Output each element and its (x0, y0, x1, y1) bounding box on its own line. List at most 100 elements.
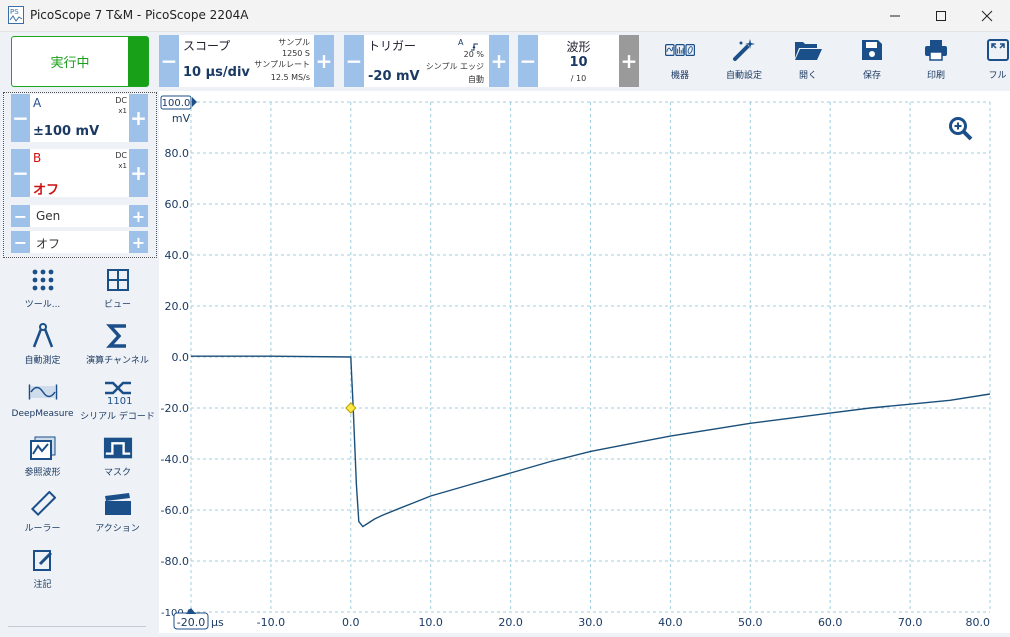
trigger-type: シンプル エッジ (426, 61, 484, 72)
reference-waveform-button[interactable]: 参照波形 (5, 434, 80, 488)
gen-state: オフ (36, 235, 60, 252)
window-title: PicoScope 7 T&M - PicoScope 2204A (30, 8, 248, 22)
auto-setup-label: 自動設定 (726, 68, 762, 81)
x-tick-label: 70.0 (898, 616, 923, 629)
gen-name: Gen (36, 209, 60, 223)
save-button[interactable]: 保存 (845, 36, 899, 86)
sigma-icon (103, 322, 133, 350)
gen-state-decrease-button[interactable]: − (11, 231, 30, 253)
gen-state-panel[interactable]: オフ (30, 231, 129, 253)
samples-label: サンプル (278, 37, 310, 48)
math-channel-button[interactable]: 演算チャンネル (80, 322, 155, 376)
serial-decode-button[interactable]: 1101 シリアル デコード (80, 378, 155, 432)
ruler-button[interactable]: ルーラー (5, 490, 80, 544)
x-tick-label: 60.0 (818, 616, 843, 629)
gen-increase-button[interactable]: + (129, 205, 148, 227)
channel-a-range: ±100 mV (33, 124, 99, 139)
x-tick-label: 10.0 (418, 616, 443, 629)
waveform-previous-button[interactable]: − (518, 35, 538, 87)
reference-waveform-label: 参照波形 (24, 465, 60, 478)
channel-b-range: オフ (33, 179, 59, 198)
y-axis-marker-icon (192, 97, 197, 107)
x-tick-label: 20.0 (498, 616, 522, 629)
gen-state-increase-button[interactable]: + (129, 231, 148, 253)
channel-a-probe: x1 (118, 106, 127, 117)
sample-rate-value: 12.5 MS/s (271, 72, 310, 83)
minimize-icon[interactable] (872, 0, 918, 32)
waveform-title: 波形 (538, 38, 619, 55)
waveform-devices-icon (665, 36, 695, 64)
view-label: ビュー (104, 297, 131, 310)
y-tick-label: -20.0 (161, 402, 189, 415)
trigger-marker-icon[interactable] (346, 403, 356, 413)
x-tick-label: -10.0 (257, 616, 285, 629)
x-axis-unit-label: μs (211, 616, 224, 629)
deepmeasure-button[interactable]: DeepMeasure (5, 378, 80, 432)
y-tick-label: 80.0 (165, 147, 190, 160)
x-tick-label: 0.0 (342, 616, 360, 629)
timebase-panel[interactable]: スコープ 10 μs/div サンプル 1250 S サンプルレート 12.5 … (179, 35, 314, 87)
zoom-in-icon[interactable] (948, 116, 974, 146)
action-button[interactable]: アクション (80, 490, 155, 544)
annotation-button[interactable]: 注記 (5, 546, 80, 600)
view-button[interactable]: ビュー (80, 266, 155, 320)
ruler-label: ルーラー (24, 521, 60, 534)
channel-b-decrease-button[interactable]: − (11, 149, 30, 197)
dots-grid-icon (28, 266, 58, 294)
channel-b-panel[interactable]: B DC x1 オフ (30, 149, 129, 197)
gen-name-panel[interactable]: Gen (30, 205, 129, 227)
trigger-level-value: -20 mV (368, 69, 420, 84)
oscilloscope-plot[interactable]: 100.080.060.040.020.00.0-20.0-40.0-60.0-… (159, 91, 1010, 633)
auto-measure-label: 自動測定 (24, 353, 60, 366)
printer-icon (921, 36, 951, 64)
open-label: 開く (799, 68, 817, 81)
save-label: 保存 (863, 68, 881, 81)
action-label: アクション (95, 521, 140, 534)
close-icon[interactable] (964, 0, 1010, 32)
fullscreen-button[interactable]: フル (973, 36, 1010, 86)
print-button[interactable]: 印刷 (909, 36, 963, 86)
channel-b-increase-button[interactable]: + (129, 149, 148, 197)
y-axis-unit-label: mV (172, 112, 191, 125)
folder-open-icon (793, 36, 823, 64)
svg-text:1101: 1101 (107, 396, 132, 405)
timebase-increase-button[interactable]: + (314, 35, 334, 87)
waveform-current: 10 (538, 55, 619, 70)
deepmeasure-label: DeepMeasure (12, 409, 74, 419)
waveform-next-button[interactable]: + (619, 35, 639, 87)
waveform-total: / 10 (538, 73, 619, 84)
x-tick-label: 40.0 (658, 616, 683, 629)
timebase-decrease-button[interactable]: − (159, 35, 179, 87)
timebase-value: 10 μs/div (183, 65, 250, 80)
trigger-decrease-button[interactable]: − (344, 35, 364, 87)
y-tick-label: -80.0 (161, 555, 189, 568)
tools-button[interactable]: ツール... (5, 266, 80, 320)
mask-icon (103, 434, 133, 462)
annotation-label: 注記 (33, 577, 51, 590)
view-grid-icon (103, 266, 133, 294)
trigger-panel[interactable]: トリガー -20 mV A 20 % シンプル エッジ 自動 (364, 35, 489, 87)
run-indicator-bar (128, 37, 148, 86)
channel-a-increase-button[interactable]: + (129, 94, 148, 142)
run-stop-button[interactable]: 実行中 (11, 36, 149, 87)
maximize-icon[interactable] (918, 0, 964, 32)
channel-a-decrease-button[interactable]: − (11, 94, 30, 142)
y-tick-label: 60.0 (165, 198, 190, 211)
auto-setup-button[interactable]: 自動設定 (717, 36, 771, 86)
mask-button[interactable]: マスク (80, 434, 155, 488)
run-status-label: 実行中 (12, 37, 128, 86)
open-button[interactable]: 開く (781, 36, 835, 86)
trigger-increase-button[interactable]: + (489, 35, 509, 87)
y-tick-label: 100.0 (162, 98, 191, 109)
devices-button[interactable]: 機器 (653, 36, 707, 86)
serial-decode-icon: 1101 (103, 378, 133, 406)
channel-a-trace (191, 356, 990, 526)
x-tick-label: 80.0 (966, 616, 991, 629)
fullscreen-icon (983, 36, 1010, 64)
channel-a-panel[interactable]: A DC x1 ±100 mV (30, 94, 129, 142)
y-tick-label: -40.0 (161, 453, 189, 466)
floppy-save-icon (857, 36, 887, 64)
auto-measure-button[interactable]: 自動測定 (5, 322, 80, 376)
gen-decrease-button[interactable]: − (11, 205, 30, 227)
